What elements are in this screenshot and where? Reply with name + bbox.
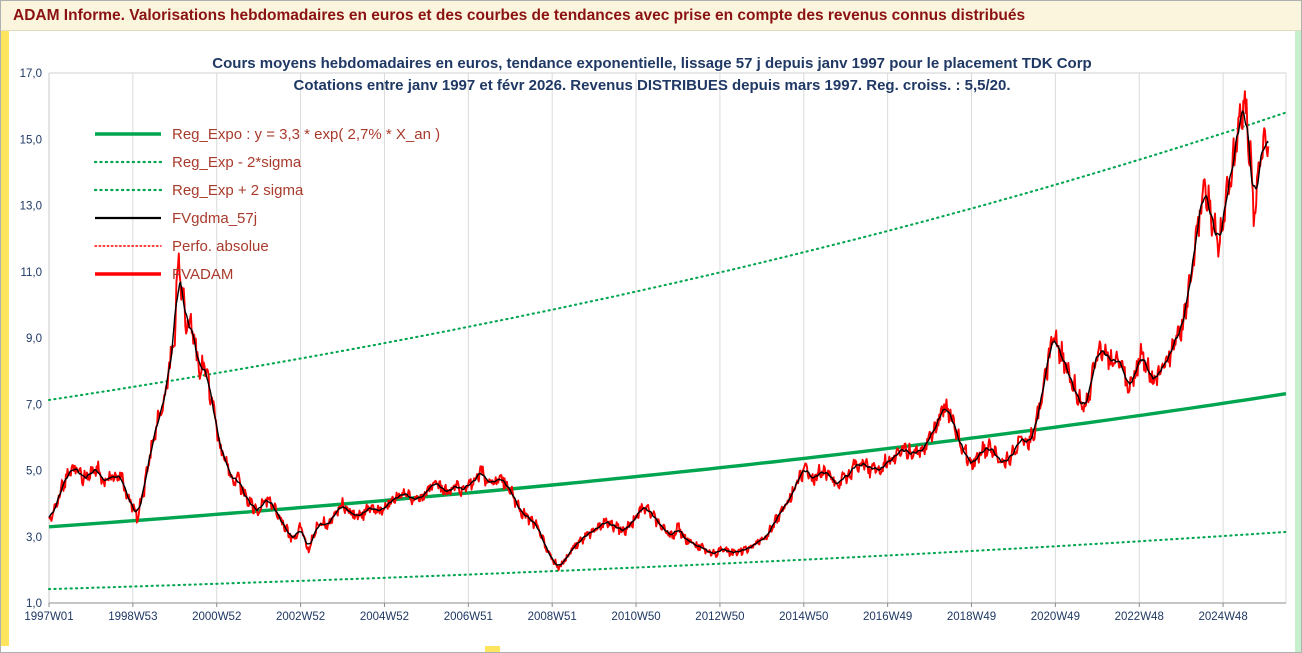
legend-item-0: Reg_Expo : y = 3,3 * exp( 2,7% * X_an ) bbox=[93, 120, 440, 148]
legend-label: Reg_Exp + 2 sigma bbox=[172, 181, 304, 199]
y-tick-label: 5,0 bbox=[26, 466, 42, 478]
legend-label: FVADAM bbox=[172, 265, 234, 283]
legend-item-4: Perfo. absolue bbox=[93, 232, 440, 260]
y-tick-label: 3,0 bbox=[26, 532, 42, 544]
legend-line-sample bbox=[95, 272, 161, 276]
y-tick-label: 1,0 bbox=[26, 598, 42, 610]
legend-line-sample bbox=[94, 245, 162, 247]
x-tick-label: 2012W50 bbox=[695, 611, 744, 623]
legend-line-sample bbox=[93, 188, 163, 192]
legend-line-sample bbox=[95, 132, 161, 136]
x-tick-label: 2016W49 bbox=[863, 611, 912, 623]
legend-label: Reg_Expo : y = 3,3 * exp( 2,7% * X_an ) bbox=[172, 125, 441, 143]
chart-legend: Reg_Expo : y = 3,3 * exp( 2,7% * X_an ) R… bbox=[93, 120, 440, 288]
x-tick-label: 2010W50 bbox=[611, 611, 660, 623]
y-tick-label: 7,0 bbox=[26, 399, 42, 411]
regression-line bbox=[48, 392, 1287, 529]
legend-line-sample bbox=[93, 160, 163, 164]
header-bar: ADAM Informe. Valorisations hebdomadaire… bbox=[1, 1, 1301, 31]
x-tick-label: 2018W49 bbox=[947, 611, 996, 623]
x-tick-label: 1997W01 bbox=[24, 611, 73, 623]
regression-lower-band bbox=[47, 530, 1288, 591]
x-tick-label: 2008W51 bbox=[528, 611, 577, 623]
legend-label: FVgdma_57j bbox=[172, 209, 258, 227]
chart-plot: 1997W01 1998W53 2000W52 2002W52 2004W52 2006W… bbox=[20, 68, 1288, 623]
right-accent-strip bbox=[1293, 31, 1301, 652]
x-tick-label: 2004W52 bbox=[360, 611, 409, 623]
x-tick-label: 2024W48 bbox=[1198, 611, 1247, 623]
legend-item-5: FVADAM bbox=[93, 260, 440, 288]
legend-label: Reg_Exp - 2*sigma bbox=[172, 153, 302, 171]
y-tick-label: 13,0 bbox=[20, 201, 42, 213]
page-title: ADAM Informe. Valorisations hebdomadaire… bbox=[13, 6, 1026, 24]
y-tick-label: 9,0 bbox=[26, 333, 42, 345]
x-tick-label: 2020W49 bbox=[1031, 611, 1080, 623]
x-tick-label: 2006W51 bbox=[444, 611, 493, 623]
left-accent-strip bbox=[1, 31, 9, 646]
legend-item-3: FVgdma_57j bbox=[93, 204, 440, 232]
legend-label: Perfo. absolue bbox=[172, 237, 269, 255]
x-tick-label: 2022W48 bbox=[1115, 611, 1164, 623]
series-fvgdma-57j bbox=[48, 110, 1269, 566]
y-tick-label: 17,0 bbox=[20, 68, 42, 80]
x-tick-label: 2014W50 bbox=[779, 611, 828, 623]
bottom-yellow-chip bbox=[485, 646, 500, 652]
legend-item-2: Reg_Exp + 2 sigma bbox=[93, 176, 440, 204]
series-fvadam bbox=[48, 90, 1270, 571]
x-tick-label: 2002W52 bbox=[276, 611, 325, 623]
bottom-strip bbox=[9, 646, 1295, 652]
y-tick-label: 15,0 bbox=[20, 134, 42, 146]
y-tick-label: 11,0 bbox=[20, 267, 42, 279]
x-tick-label: 2000W52 bbox=[192, 611, 241, 623]
legend-item-1: Reg_Exp - 2*sigma bbox=[93, 148, 440, 176]
chart-area: 1997W01 1998W53 2000W52 2002W52 2004W52 2006W… bbox=[9, 31, 1295, 646]
legend-line-sample bbox=[95, 216, 161, 220]
x-tick-label: 1998W53 bbox=[108, 611, 157, 623]
